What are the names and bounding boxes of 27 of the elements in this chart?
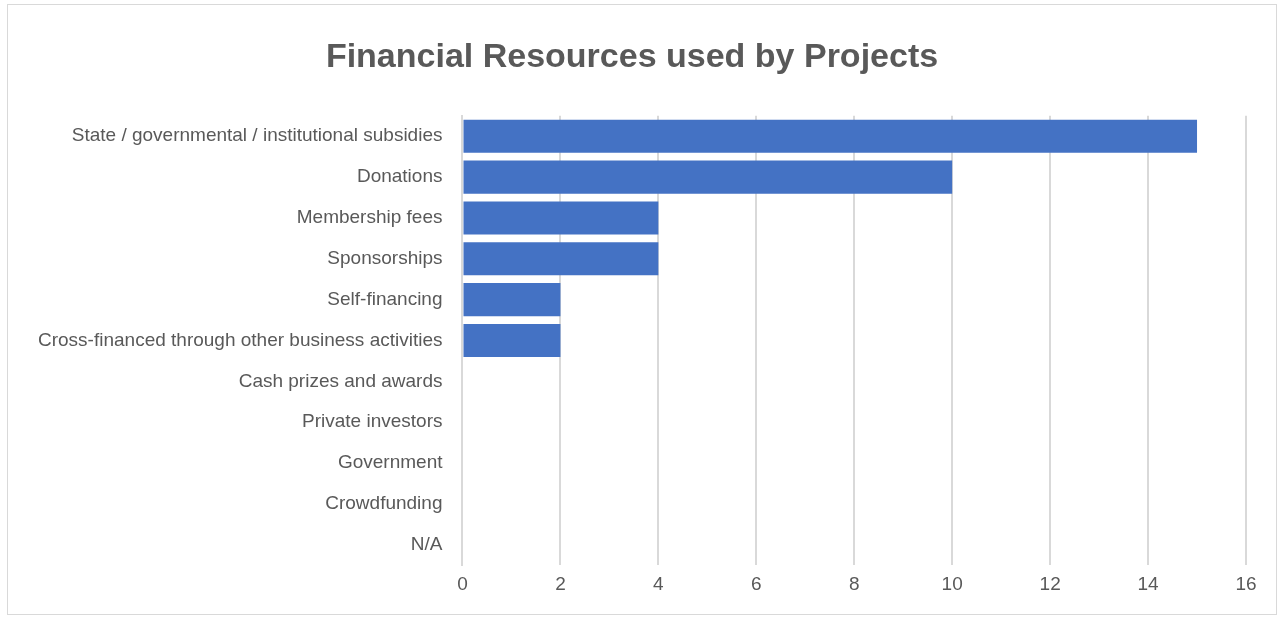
x-tick-label: 14 bbox=[1137, 572, 1160, 594]
bar bbox=[463, 323, 561, 358]
bar bbox=[463, 242, 659, 276]
x-tick-label: 10 bbox=[941, 572, 963, 594]
bar bbox=[463, 160, 953, 194]
x-tick-label: 16 bbox=[1235, 572, 1257, 594]
bar bbox=[463, 119, 1198, 153]
x-tick-label: 2 bbox=[555, 572, 566, 594]
chart-title: Financial Resources used by Projects bbox=[325, 35, 939, 74]
x-tick-label: 12 bbox=[1039, 572, 1061, 594]
y-tick-label: Cash prizes and awards bbox=[238, 369, 443, 391]
x-tick-label: 0 bbox=[457, 572, 468, 594]
x-tick-label: 6 bbox=[751, 572, 762, 594]
x-tick-label: 8 bbox=[848, 572, 860, 594]
y-tick-label: Sponsorships bbox=[327, 247, 443, 269]
y-tick-label: Government bbox=[337, 451, 444, 473]
y-tick-label: Cross-financed through other business activities bbox=[38, 328, 443, 350]
y-tick-label: Membership fees bbox=[296, 206, 443, 228]
y-tick-label: Private investors bbox=[302, 410, 443, 432]
bar bbox=[463, 201, 659, 235]
y-tick-label: Crowdfunding bbox=[325, 492, 443, 514]
y-tick-label: N/A bbox=[410, 533, 443, 555]
y-tick-label: Donations bbox=[356, 165, 443, 187]
y-tick-label: Self-financing bbox=[327, 287, 443, 309]
bar bbox=[463, 283, 561, 317]
y-tick-label: State / governmental / institutional subsidies bbox=[71, 124, 443, 146]
x-tick-label: 4 bbox=[653, 572, 665, 594]
